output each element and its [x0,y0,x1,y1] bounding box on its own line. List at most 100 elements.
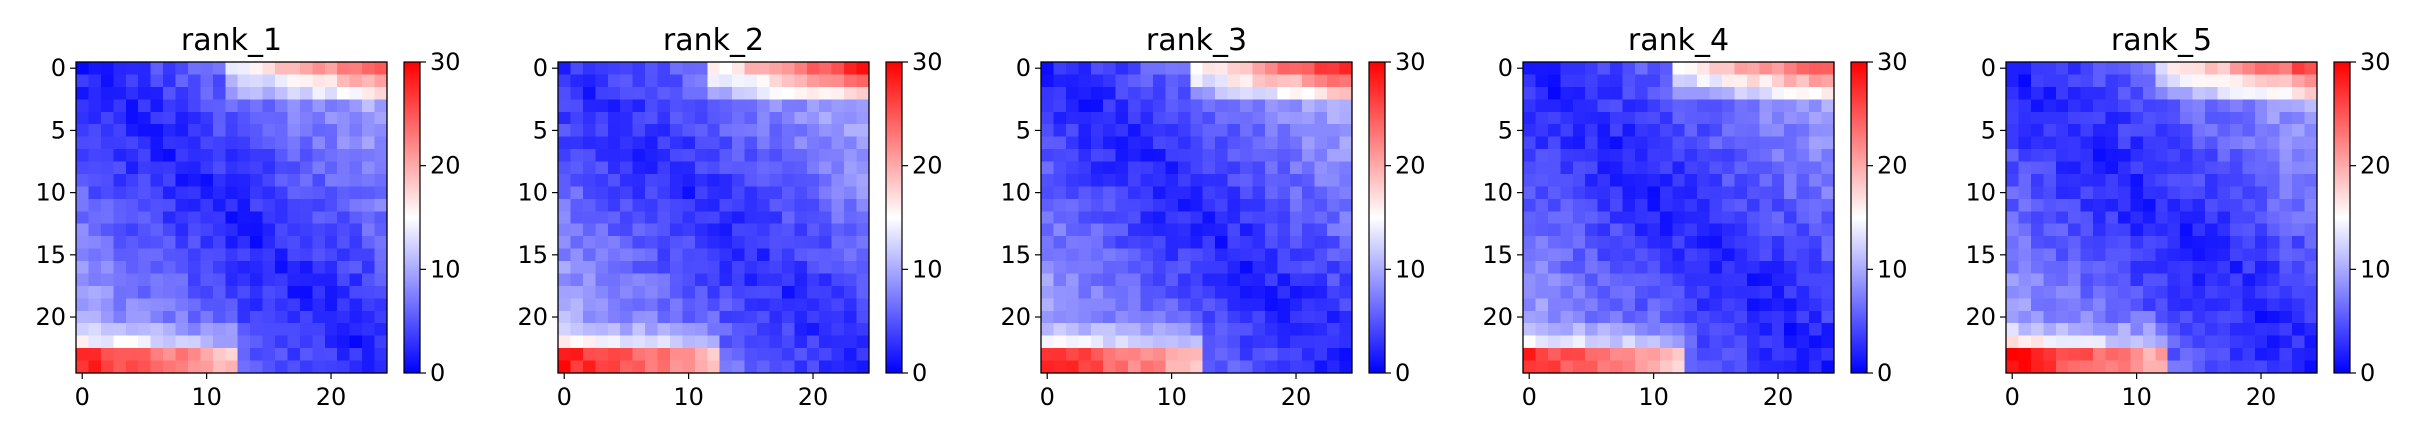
heatmap-cell [607,136,621,150]
heatmap-cell [1215,86,1229,100]
heatmap-cell [620,310,634,324]
heatmap-cell [1821,223,1835,237]
heatmap-cell [2217,261,2231,275]
x-tick-label: 0 [1040,383,1055,411]
heatmap-cell [1634,136,1648,150]
heatmap-cell [657,86,671,100]
heatmap-cell [570,285,584,299]
heatmap-cell [2093,62,2107,76]
heatmap-cell [2192,198,2206,212]
heatmap-cell [1053,136,1067,150]
heatmap-cell [125,86,139,100]
heatmap-cell [1771,348,1785,362]
heatmap-cell [2055,99,2069,113]
heatmap-cell [150,211,164,225]
heatmap-cell [374,62,388,76]
heatmap-cell [844,261,858,275]
heatmap-cell [707,86,721,100]
heatmap-cell [2006,223,2020,237]
heatmap-cell [2018,149,2032,163]
heatmap-cell [719,335,733,349]
heatmap-cell [349,285,363,299]
heatmap-cell [1227,149,1241,163]
heatmap-cell [262,136,276,150]
heatmap-cell [1523,248,1537,262]
heatmap-cell [657,173,671,187]
heatmap-cell [2068,223,2082,237]
heatmap-cell [1302,111,1316,125]
heatmap-cell [187,86,201,100]
heatmap-cell [1227,236,1241,250]
heatmap-cell [324,86,338,100]
heatmap-cell [595,261,609,275]
heatmap-cell [349,173,363,187]
heatmap-cell [1771,136,1785,150]
heatmap-cell [312,161,326,175]
heatmap-cell [1622,149,1636,163]
heatmap-cell [2242,173,2256,187]
panel-title: rank_3 [1146,23,1247,58]
heatmap-cell [819,273,833,287]
heatmap-cell [607,348,621,362]
heatmap-cell [1647,310,1661,324]
heatmap-cell [732,285,746,299]
heatmap-cell [1302,124,1316,138]
heatmap-cell [2117,298,2131,312]
heatmap-cell [2055,149,2069,163]
heatmap-cell [1535,348,1549,362]
heatmap-cell [2105,310,2119,324]
heatmap-cell [1610,186,1624,200]
heatmap-cell [794,236,808,250]
heatmap-cell [324,186,338,200]
heatmap-cell [1809,261,1823,275]
heatmap-cell [645,198,659,212]
heatmap-cell [225,111,239,125]
panel-title: rank_5 [2111,23,2212,58]
heatmap-cell [1622,223,1636,237]
heatmap-cell [806,62,820,76]
heatmap-cell [707,310,721,324]
heatmap-cell [1289,298,1303,312]
heatmap-cell [1190,360,1204,374]
heatmap-cell [2068,74,2082,88]
heatmap-cell [1065,136,1079,150]
heatmap-cell [287,124,301,138]
heatmap-cell [1277,86,1291,100]
heatmap-cell [757,62,771,76]
heatmap-cell [225,285,239,299]
heatmap-cell [1523,211,1537,225]
heatmap-cell [88,298,102,312]
heatmap-cell [1572,111,1586,125]
heatmap-cell [1585,86,1599,100]
heatmap-cell [200,198,214,212]
heatmap-cell [1597,360,1611,374]
heatmap-cell [1647,173,1661,187]
heatmap-cell [262,285,276,299]
heatmap-cell [275,360,289,374]
heatmap-cell [1547,348,1561,362]
heatmap-cell [100,186,114,200]
heatmap-cell [682,298,696,312]
heatmap-cell [76,261,90,275]
heatmap-cell [1314,248,1328,262]
heatmap-cell [1140,285,1154,299]
heatmap-cell [582,136,596,150]
heatmap-cell [1277,111,1291,125]
heatmap-cell [1771,223,1785,237]
heatmap-cell [2304,273,2318,287]
heatmap-cell [769,236,783,250]
heatmap-cell [1339,86,1353,100]
heatmap-cell [2167,161,2181,175]
heatmap-cell [1302,211,1316,225]
heatmap-cell [2167,335,2181,349]
y-tick-label: 15 [1000,241,1031,269]
heatmap-cell [694,335,708,349]
heatmap-cell [757,223,771,237]
heatmap-cell [1053,161,1067,175]
heatmap-cell [250,161,264,175]
heatmap-cell [1339,198,1353,212]
heatmap-cell [2267,99,2281,113]
heatmap-cell [694,99,708,113]
heatmap-cell [1697,74,1711,88]
heatmap-cell [163,360,177,374]
